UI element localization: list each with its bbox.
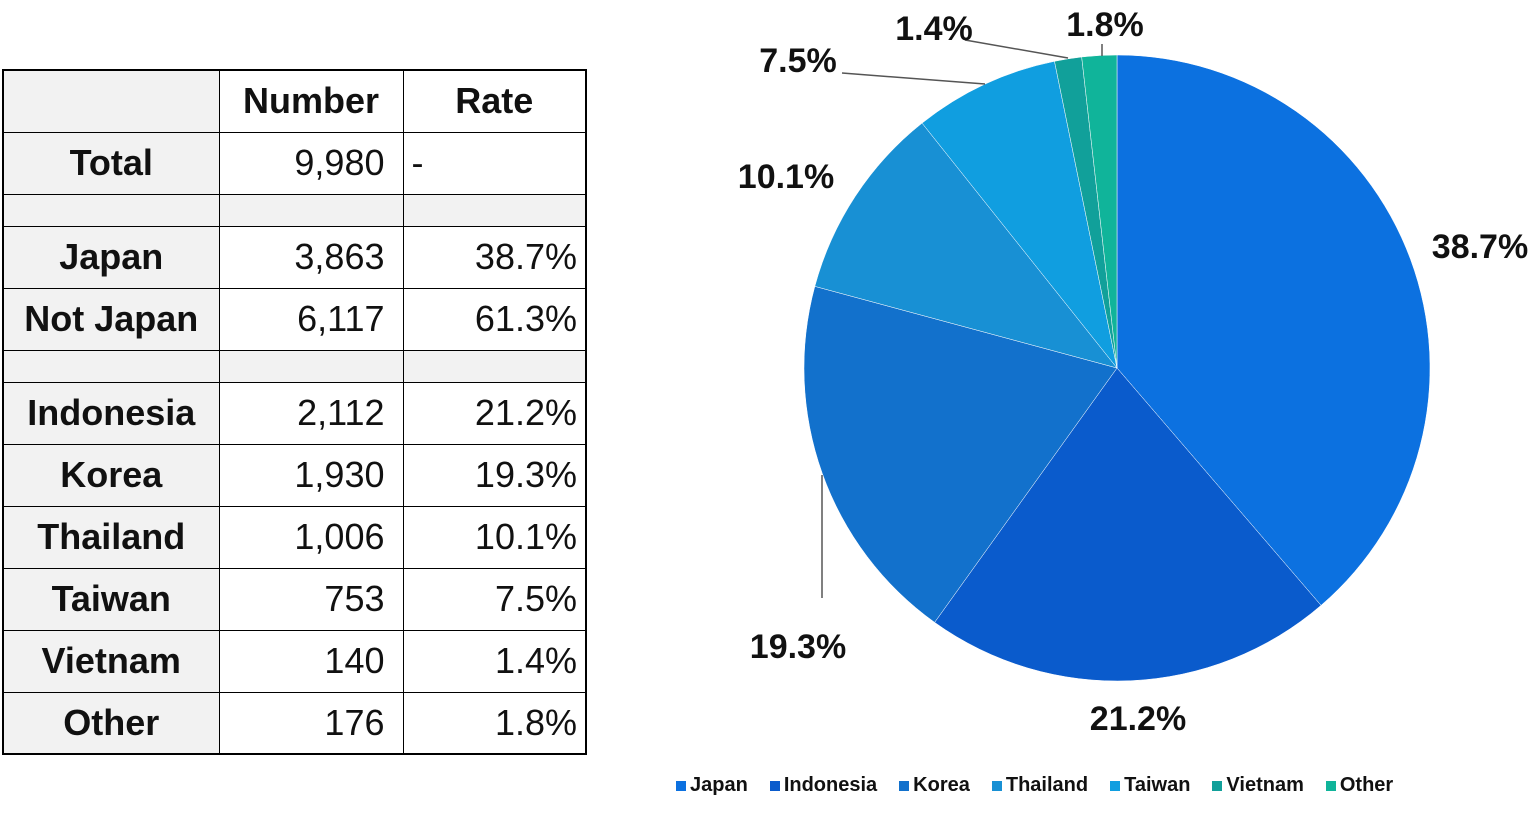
row-rate: 61.3% [402, 287, 587, 351]
slice-label-other: 1.8% [1066, 6, 1144, 44]
header-number: Number [218, 69, 404, 133]
spacer-cell [2, 193, 220, 227]
row-rate: - [402, 131, 587, 195]
legend-label: Other [1339, 774, 1394, 796]
row-number: 9,980 [218, 131, 404, 195]
slice-label-korea: 19.3% [750, 628, 846, 666]
row-number: 176 [218, 691, 404, 755]
row-rate: 10.1% [402, 505, 587, 569]
table-row-vietnam: Vietnam 140 1.4% [2, 629, 587, 693]
table-row-taiwan: Taiwan 753 7.5% [2, 567, 587, 631]
table-row-indonesia: Indonesia 2,112 21.2% [2, 381, 587, 445]
table-row-korea: Korea 1,930 19.3% [2, 443, 587, 507]
pie-slice-thailand [814, 122, 1118, 369]
pie-chart: 38.7% 21.2% 19.3% 10.1% 7.5% 1.4% 1.8% [738, 6, 1528, 738]
legend-label: Thailand [1005, 774, 1089, 796]
legend-label: Korea [913, 774, 970, 796]
table-corner-cell [2, 69, 220, 133]
table-header-row: Number Rate [2, 69, 587, 133]
data-table: Number Rate Total 9,980 - Japan 3,863 38… [2, 69, 587, 755]
table-row-not-japan: Not Japan 6,117 61.3% [2, 287, 587, 351]
slice-label-japan: 38.7% [1432, 228, 1528, 266]
spacer-cell [2, 349, 220, 383]
spacer-cell [402, 193, 587, 227]
spacer-cell [218, 349, 404, 383]
row-number: 3,863 [218, 225, 404, 289]
header-rate: Rate [402, 69, 587, 133]
row-number: 6,117 [218, 287, 404, 351]
row-label: Vietnam [2, 629, 220, 693]
table-spacer-row [2, 193, 587, 227]
row-rate: 7.5% [402, 567, 587, 631]
pie-slices [803, 54, 1431, 682]
legend-item-thailand: Thailand [991, 774, 1089, 797]
slice-label-taiwan: 7.5% [759, 42, 837, 80]
slice-label-thailand: 10.1% [738, 158, 834, 196]
legend-swatch [676, 780, 686, 791]
legend-item-other: Other [1325, 774, 1394, 797]
legend-label: Japan [690, 774, 748, 796]
legend-swatch [991, 780, 1002, 791]
row-label: Other [2, 691, 220, 755]
leader-line-vietnam [964, 39, 1069, 59]
spacer-cell [218, 193, 404, 227]
pie-slice-other [1081, 54, 1118, 369]
row-label: Total [2, 131, 220, 195]
slice-label-indonesia: 21.2% [1090, 700, 1186, 738]
legend-swatch [769, 780, 780, 791]
row-number: 2,112 [218, 381, 404, 445]
legend-swatch [899, 780, 910, 791]
spacer-cell [402, 349, 587, 383]
row-rate: 21.2% [402, 381, 587, 445]
leader-line-taiwan [841, 72, 986, 85]
leader-lines [821, 39, 1103, 598]
slice-label-vietnam: 1.4% [895, 10, 973, 48]
row-label: Korea [2, 443, 220, 507]
legend-item-indonesia: Indonesia [769, 774, 878, 797]
legend-label: Vietnam [1226, 774, 1304, 796]
table-row-japan: Japan 3,863 38.7% [2, 225, 587, 289]
row-label: Japan [2, 225, 220, 289]
pie-slice-japan [1116, 54, 1431, 606]
legend-item-vietnam: Vietnam [1212, 774, 1304, 797]
pie-slice-korea [803, 286, 1118, 623]
legend-swatch [1110, 780, 1121, 791]
row-label: Taiwan [2, 567, 220, 631]
row-number: 1,930 [218, 443, 404, 507]
table-row-other: Other 176 1.8% [2, 691, 587, 755]
row-label: Indonesia [2, 381, 220, 445]
row-label: Thailand [2, 505, 220, 569]
legend-swatch [1325, 780, 1336, 791]
legend-item-korea: Korea [899, 774, 970, 797]
legend-label: Indonesia [783, 774, 878, 796]
legend-item-japan: Japan [676, 774, 748, 797]
row-rate: 19.3% [402, 443, 587, 507]
pie-slice-indonesia [934, 367, 1322, 682]
row-number: 1,006 [218, 505, 404, 569]
row-number: 753 [218, 567, 404, 631]
table-spacer-row [2, 349, 587, 383]
row-rate: 1.8% [402, 691, 587, 755]
row-number: 140 [218, 629, 404, 693]
table-row-total: Total 9,980 - [2, 131, 587, 195]
legend-swatch [1212, 780, 1223, 791]
row-rate: 38.7% [402, 225, 587, 289]
table-row-thailand: Thailand 1,006 10.1% [2, 505, 587, 569]
row-rate: 1.4% [402, 629, 587, 693]
slice-labels: 38.7% 21.2% 19.3% 10.1% 7.5% 1.4% 1.8% [738, 6, 1528, 738]
row-label: Not Japan [2, 287, 220, 351]
legend-label: Taiwan [1124, 774, 1191, 796]
chart-legend: Japan Indonesia Korea Thailand Taiwan Vietnam… [676, 774, 1393, 797]
legend-item-taiwan: Taiwan [1110, 774, 1190, 797]
